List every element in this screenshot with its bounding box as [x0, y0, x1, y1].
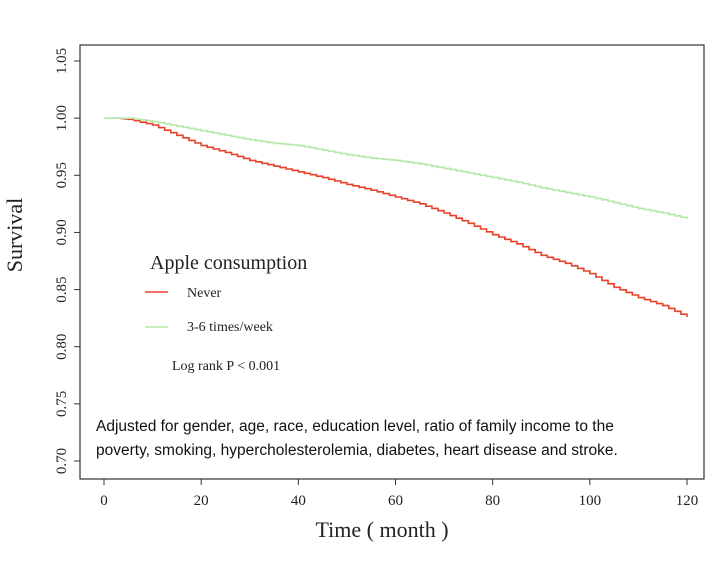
legend-label-never: Never [187, 286, 222, 301]
survival-curve-3-6-times-week [104, 117, 688, 219]
y-tick-label: 0.90 [54, 219, 70, 245]
y-tick-label: 0.70 [54, 448, 70, 474]
y-tick-label: 0.80 [54, 334, 70, 360]
y-tick-label: 1.05 [54, 48, 70, 74]
y-tick-label: 1.00 [54, 105, 70, 131]
x-tick-label: 60 [388, 493, 403, 509]
y-tick-label: 0.75 [54, 391, 70, 417]
adjusted-note-line1: Adjusted for gender, age, race, educatio… [96, 418, 614, 435]
legend-title: Apple consumption [150, 252, 307, 274]
adjusted-note-line2: poverty, smoking, hypercholesterolemia, … [96, 442, 618, 459]
x-tick-label: 0 [100, 493, 108, 509]
x-tick-label: 20 [194, 493, 209, 509]
x-axis-label: Time ( month ) [315, 517, 448, 542]
log-rank-annotation: Log rank P < 0.001 [172, 359, 280, 374]
survival-curve-never [118, 117, 688, 317]
x-tick-label: 100 [579, 493, 602, 509]
x-tick-label: 80 [485, 493, 500, 509]
x-tick-label: 120 [676, 493, 699, 509]
plot-frame [79, 44, 705, 480]
y-tick-label: 0.95 [54, 162, 70, 188]
x-tick-label: 40 [291, 493, 306, 509]
y-tick-label: 0.85 [54, 276, 70, 302]
legend-label-3-6-times-week: 3-6 times/week [187, 320, 273, 335]
y-axis-label: Survival [2, 198, 27, 273]
